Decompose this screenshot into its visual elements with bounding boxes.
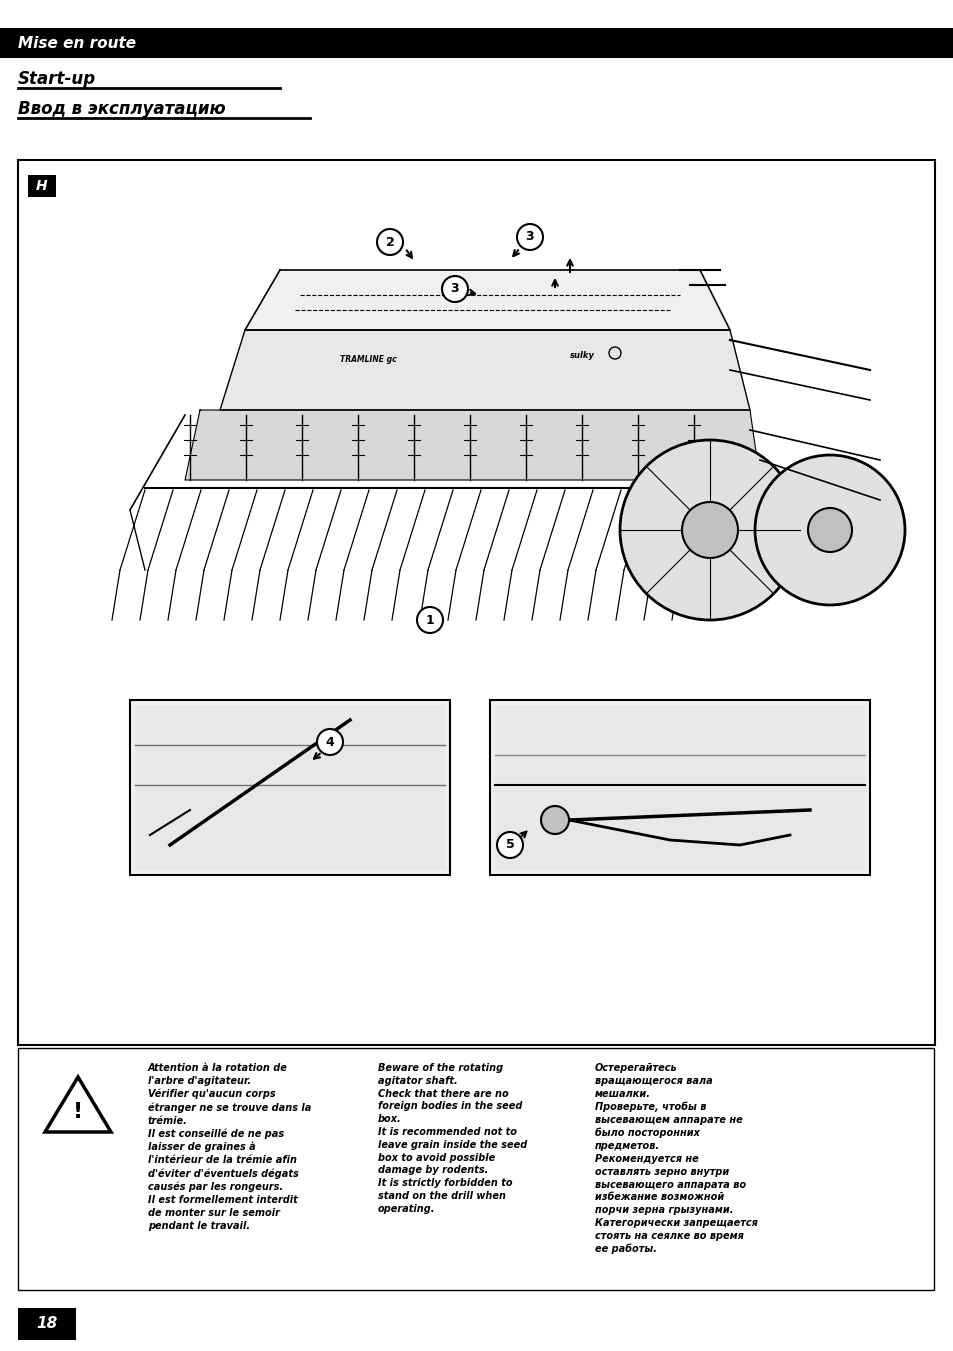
Circle shape — [619, 440, 800, 620]
Text: 2: 2 — [385, 235, 394, 249]
Circle shape — [316, 730, 343, 755]
Bar — [18, 1048, 933, 1290]
Bar — [130, 700, 450, 875]
Circle shape — [376, 230, 402, 255]
Text: Attention à la rotation de
l'arbre d'agitateur.
Vérifier qu'aucun corps
étranger: Attention à la rotation de l'arbre d'agi… — [148, 1063, 311, 1231]
Text: 1: 1 — [425, 613, 434, 627]
Text: Start-up: Start-up — [18, 70, 96, 88]
Circle shape — [416, 607, 442, 634]
Text: 3: 3 — [450, 282, 458, 296]
Polygon shape — [245, 270, 729, 330]
Circle shape — [540, 807, 568, 834]
Polygon shape — [45, 1077, 111, 1132]
Bar — [490, 700, 869, 875]
Text: 3: 3 — [525, 231, 534, 243]
Text: Mise en route: Mise en route — [18, 35, 136, 50]
Polygon shape — [495, 705, 864, 870]
Text: 4: 4 — [325, 735, 334, 748]
Bar — [0, 28, 953, 58]
Circle shape — [681, 503, 738, 558]
Text: !: ! — [72, 1102, 83, 1121]
Polygon shape — [220, 330, 749, 409]
Text: Ввод в эксплуатацию: Ввод в эксплуатацию — [18, 100, 226, 118]
Bar — [18, 1308, 76, 1340]
Text: 18: 18 — [36, 1316, 57, 1332]
Circle shape — [754, 455, 904, 605]
Circle shape — [517, 224, 542, 250]
Polygon shape — [185, 409, 760, 480]
Circle shape — [441, 276, 468, 303]
Circle shape — [807, 508, 851, 553]
Text: H: H — [36, 178, 48, 193]
Polygon shape — [135, 705, 444, 870]
Text: TRAMLINE gc: TRAMLINE gc — [339, 355, 396, 365]
Text: 5: 5 — [505, 839, 514, 851]
Text: sulky: sulky — [569, 350, 595, 359]
Text: Остерегайтесь
вращающегося вала
мешалки.
Проверьте, чтобы в
высевающем аппарате : Остерегайтесь вращающегося вала мешалки.… — [595, 1063, 757, 1254]
Bar — [28, 176, 56, 197]
Bar — [18, 159, 934, 1046]
Circle shape — [497, 832, 522, 858]
Text: Beware of the rotating
agitator shaft.
Check that there are no
foreign bodies in: Beware of the rotating agitator shaft. C… — [377, 1063, 527, 1213]
